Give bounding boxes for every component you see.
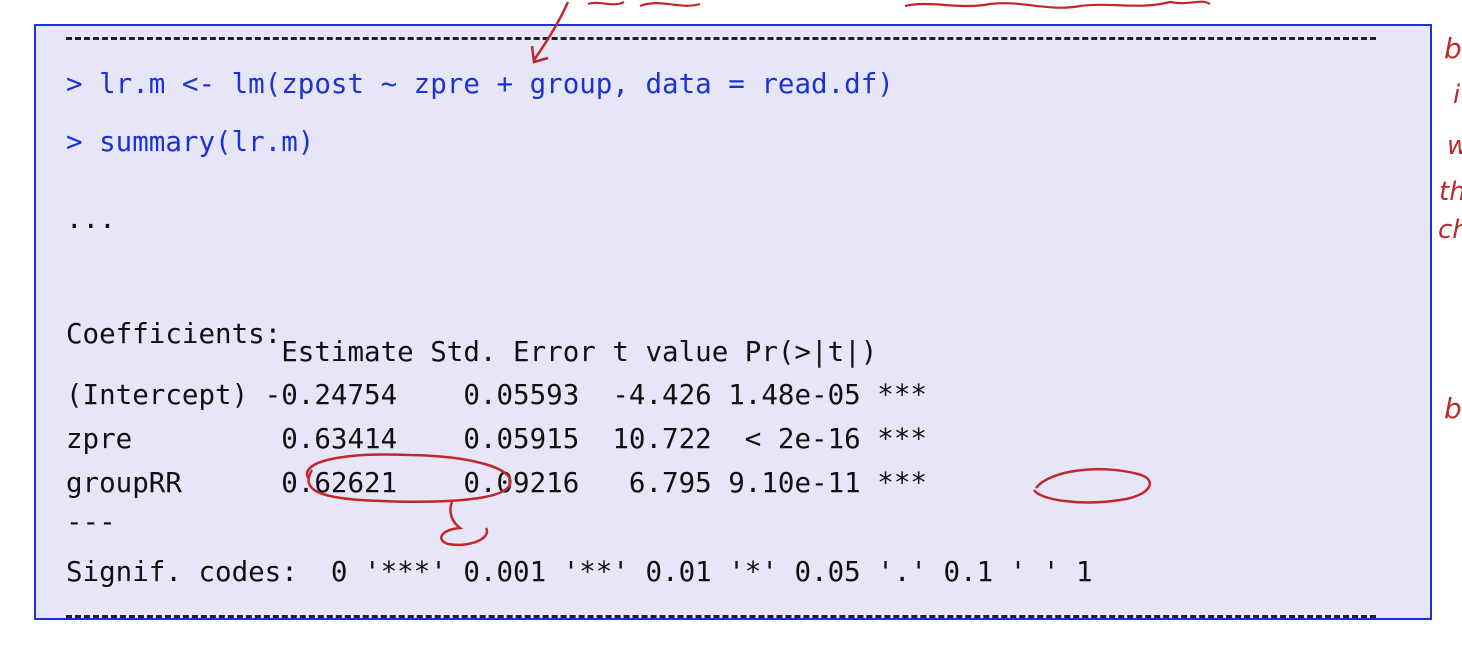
- margin-note-1: b: [1444, 32, 1462, 65]
- top-dashed-rule: [66, 37, 1376, 40]
- bottom-dashed-rule: [66, 615, 1376, 618]
- command-lm: > lr.m <- lm(zpost ~ zpre + group, data …: [66, 68, 894, 100]
- margin-note-4: th: [1439, 177, 1462, 207]
- coefficients-title: Coefficients:: [66, 318, 282, 350]
- output-ellipsis: ...: [66, 203, 116, 235]
- r-console-box: > lr.m <- lm(zpost ~ zpre + group, data …: [34, 24, 1432, 620]
- arrow-stroke: [532, 1, 570, 61]
- signif-codes: Signif. codes: 0 '***' 0.001 '**' 0.01 '…: [66, 556, 1093, 588]
- command-summary: > summary(lr.m): [66, 126, 315, 158]
- margin-note-6: b: [1444, 392, 1462, 425]
- top-scribble-left: [587, 0, 701, 8]
- estimate-squiggle: [440, 501, 489, 547]
- arrow-head: [530, 45, 549, 64]
- separator-line: ---: [66, 506, 116, 538]
- estimate-circle: [305, 453, 512, 503]
- coef-row-intercept: (Intercept) -0.24754 0.05593 -4.426 1.48…: [66, 379, 927, 411]
- stars-circle: [1032, 467, 1152, 504]
- margin-note-3: w: [1447, 131, 1462, 161]
- margin-note-5: ch: [1438, 215, 1462, 245]
- coef-row-grouprr: groupRR 0.62621 0.09216 6.795 9.10e-11 *…: [66, 467, 927, 499]
- coef-row-zpre: zpre 0.63414 0.05915 10.722 < 2e-16 ***: [66, 423, 927, 455]
- top-scribble-right: [904, 0, 1211, 9]
- margin-note-2: i: [1453, 80, 1461, 110]
- coefficients-header: Estimate Std. Error t value Pr(>|t|): [66, 336, 878, 368]
